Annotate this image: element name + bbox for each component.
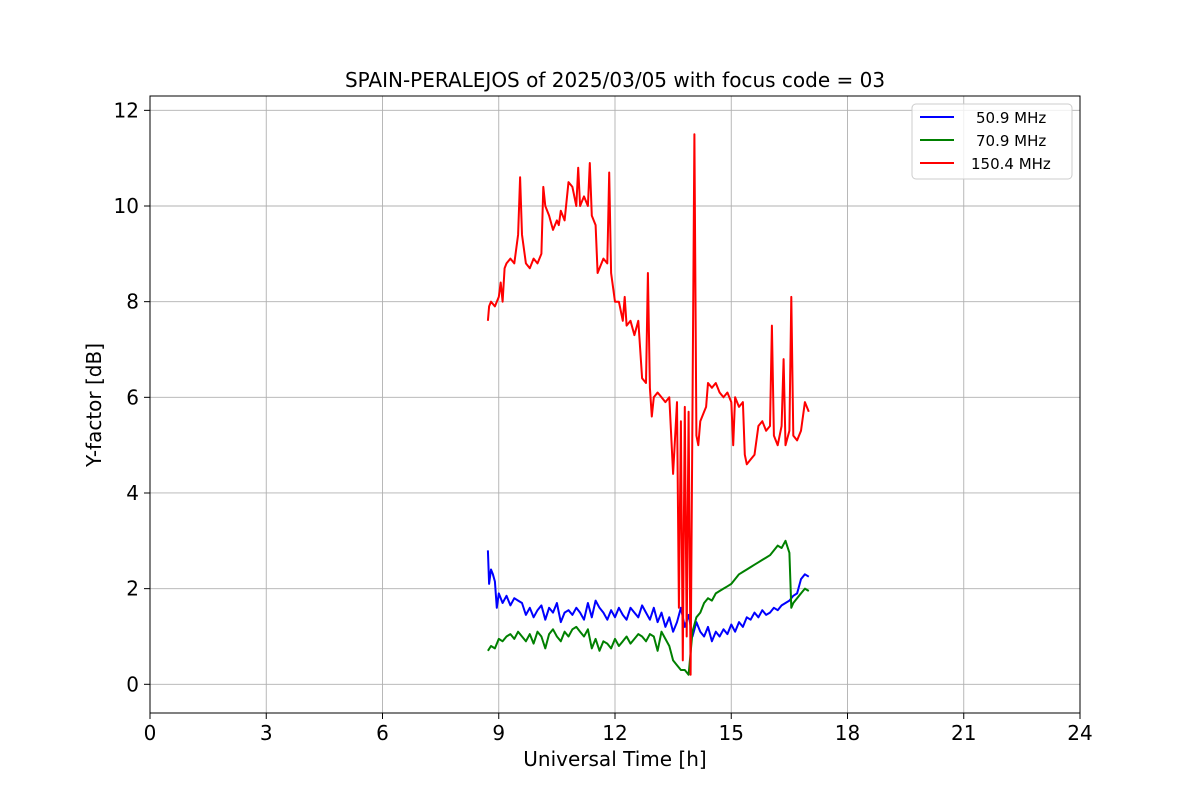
chart-title: SPAIN-PERALEJOS of 2025/03/05 with focus… bbox=[345, 68, 885, 92]
x-tick-label: 21 bbox=[951, 721, 976, 745]
legend-label-70-9: 70.9 MHz bbox=[976, 132, 1046, 150]
legend-box bbox=[911, 103, 1073, 180]
y-tick-label: 2 bbox=[126, 577, 139, 601]
x-axis-ticks: 0 3 6 9 12 15 18 21 24 bbox=[144, 713, 1093, 745]
y-tick-label: 0 bbox=[126, 672, 139, 696]
x-tick-label: 24 bbox=[1067, 721, 1092, 745]
x-tick-label: 6 bbox=[376, 721, 389, 745]
y-tick-label: 10 bbox=[114, 194, 139, 218]
y-tick-label: 4 bbox=[126, 481, 139, 505]
x-tick-label: 9 bbox=[492, 721, 505, 745]
y-tick-label: 12 bbox=[114, 98, 139, 122]
legend-label-150-4: 150.4 MHz bbox=[971, 155, 1051, 173]
legend: 50.9 MHz 70.9 MHz 150.4 MHz bbox=[911, 103, 1073, 180]
x-tick-label: 18 bbox=[835, 721, 860, 745]
x-axis-label: Universal Time [h] bbox=[523, 747, 706, 771]
x-tick-label: 15 bbox=[719, 721, 744, 745]
series-line-150-4-mhz bbox=[486, 133, 810, 676]
y-tick-label: 8 bbox=[126, 290, 139, 314]
series-line-70-9-mhz bbox=[487, 539, 810, 676]
y-axis-label: Y-factor [dB] bbox=[82, 343, 106, 468]
x-tick-label: 3 bbox=[260, 721, 273, 745]
series-layer bbox=[486, 133, 810, 676]
legend-label-50-9: 50.9 MHz bbox=[976, 109, 1046, 127]
y-axis-ticks: 0 2 4 6 8 10 12 bbox=[114, 98, 150, 696]
x-tick-label: 0 bbox=[144, 721, 157, 745]
y-tick-label: 6 bbox=[126, 385, 139, 409]
series-line-50-9-mhz bbox=[486, 550, 810, 643]
x-tick-label: 12 bbox=[602, 721, 627, 745]
